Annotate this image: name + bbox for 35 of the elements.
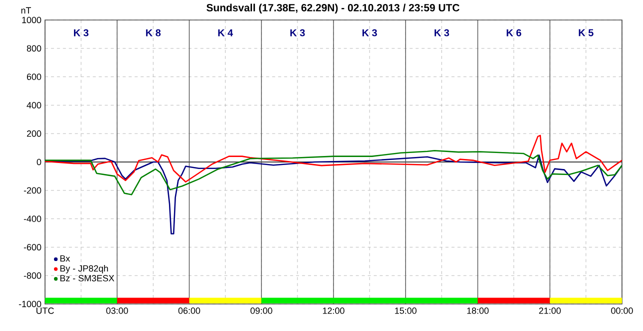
annotation: K 5 [578,29,594,36]
x-tick-label: 12:00 [322,308,344,314]
y-tick-label: 600 [26,74,42,80]
annotation: K 3 [74,29,88,36]
legend-label: Bx [60,255,70,262]
y-tick-label: -800 [24,272,42,279]
y-axis-title: nT [21,7,32,14]
line-series [45,150,622,196]
y-tick-label: 200 [26,130,42,137]
y-tick-label: -200 [24,187,42,194]
annotation: K 4 [218,29,234,36]
x-tick-label: 06:00 [178,308,200,314]
y-tick-label: 400 [26,102,42,108]
legend-label: Bz - SM3ESX [60,275,114,282]
y-tick-label: 0 [36,158,42,166]
x-tick-label: 03:00 [106,308,128,314]
x-tick-label: 09:00 [250,308,272,314]
annotation: K 8 [146,29,161,36]
annotation: K 6 [506,29,522,36]
line-series [45,134,622,183]
y-tick-label: -600 [24,244,42,250]
y-tick-label: 1000 [22,16,42,24]
chart-title: Sundsvall (17.38E, 62.29N) - 02.10.2013 / 23:59 UTC [206,4,460,14]
annotation: K 3 [434,29,450,36]
y-tick-label: 800 [26,45,42,52]
x-tick-label: UTC [36,308,54,314]
x-tick-label: 00:00 [611,308,633,314]
y-tick-label: -1000 [18,300,42,308]
annotation: K 3 [362,29,377,36]
x-tick-label: 21:00 [539,308,561,314]
legend-label: By - JP82qh [60,265,108,274]
y-tick-label: -400 [24,216,42,222]
x-tick-label: 18:00 [467,308,489,314]
x-tick-label: 15:00 [395,308,417,314]
annotation: K 3 [290,29,305,36]
